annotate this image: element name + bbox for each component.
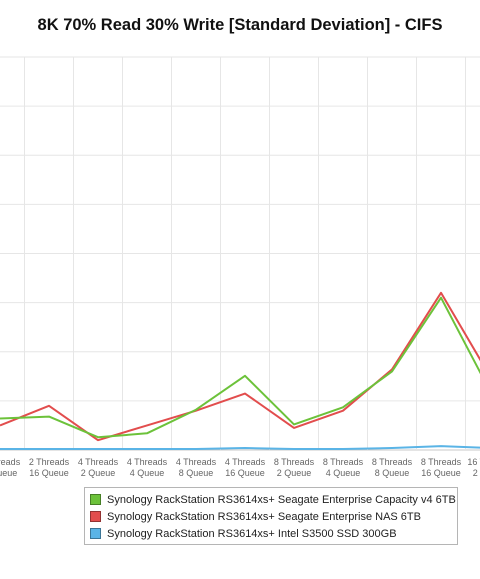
x-tick-label: 4 Threads 4 Queue <box>127 457 168 478</box>
x-tick-label: 8 Threads 16 Queue <box>421 457 462 478</box>
x-tick-label: 2 Threads 16 Queue <box>29 457 70 478</box>
chart-title: 8K 70% Read 30% Write [Standard Deviatio… <box>37 16 443 34</box>
series-line-ssd[interactable] <box>0 445 480 451</box>
x-tick-label: 8 Threads 2 Queue <box>274 457 315 478</box>
x-tick-label: 4 Threads 8 Queue <box>176 457 217 478</box>
legend-label-nas: Synology RackStation RS3614xs+ Seagate E… <box>107 510 421 523</box>
x-tick-label: 4 Threads 2 Queue <box>78 457 119 478</box>
legend-item-nas[interactable]: Synology RackStation RS3614xs+ Seagate E… <box>85 508 457 525</box>
x-tick-label: 8 Threads 8 Queue <box>372 457 413 478</box>
legend-label-ssd: Synology RackStation RS3614xs+ Intel S35… <box>107 527 397 540</box>
x-tick-label: 4 Threads 16 Queue <box>225 457 266 478</box>
legend-item-capacity[interactable]: Synology RackStation RS3614xs+ Seagate E… <box>85 491 457 508</box>
legend-swatch-ssd <box>90 528 101 539</box>
series-line-capacity[interactable] <box>0 296 480 439</box>
x-tick-label: 8 Threads 4 Queue <box>323 457 364 478</box>
legend: Synology RackStation RS3614xs+ Seagate E… <box>84 487 458 545</box>
legend-item-ssd[interactable]: Synology RackStation RS3614xs+ Intel S35… <box>85 525 457 542</box>
legend-swatch-capacity <box>90 494 101 505</box>
grid-lines <box>0 56 480 451</box>
series-lines <box>0 291 480 451</box>
series-line-nas[interactable] <box>0 291 480 442</box>
legend-label-capacity: Synology RackStation RS3614xs+ Seagate E… <box>107 493 456 506</box>
legend-swatch-nas <box>90 511 101 522</box>
